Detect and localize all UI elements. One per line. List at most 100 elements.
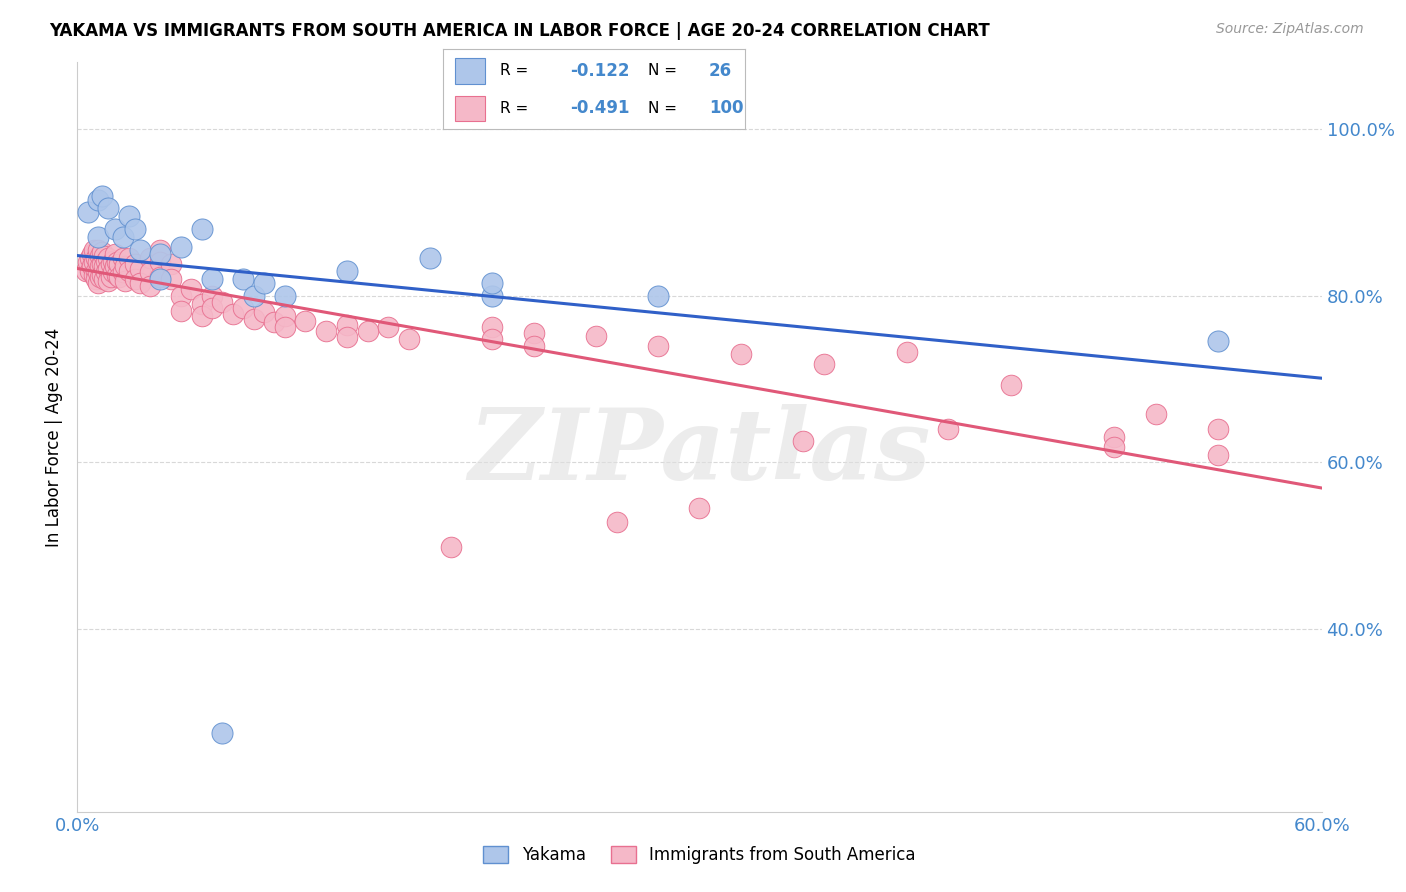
Point [76, 205, 98, 219]
Point [936, 422, 959, 436]
Point [96, 265, 118, 279]
Point [89, 249, 111, 263]
Point [76, 255, 98, 269]
Point [149, 272, 172, 286]
Point [149, 243, 172, 257]
Point [606, 515, 628, 529]
Bar [456, 58, 485, 84]
Point [253, 305, 276, 319]
Point [377, 320, 399, 334]
Point [190, 310, 214, 324]
Text: 26: 26 [709, 62, 733, 79]
Point [80, 247, 103, 261]
Point [419, 251, 441, 265]
Point [101, 265, 124, 279]
Point [253, 276, 276, 290]
Point [84, 263, 107, 277]
Point [439, 540, 461, 554]
Bar [456, 95, 485, 121]
Point [336, 330, 359, 344]
Point [91, 257, 114, 271]
Text: Source: ZipAtlas.com: Source: ZipAtlas.com [1216, 22, 1364, 37]
Point [242, 311, 264, 326]
Point [79, 263, 101, 277]
Point [107, 257, 129, 271]
Point [201, 288, 224, 302]
Point [149, 255, 172, 269]
Point [222, 307, 245, 321]
Point [124, 222, 146, 236]
Text: R =: R = [501, 101, 529, 116]
Point [647, 288, 669, 302]
Point [83, 255, 105, 269]
Point [1206, 449, 1229, 463]
Point [211, 725, 233, 739]
Point [647, 338, 669, 352]
Point [689, 500, 711, 515]
Point [114, 274, 136, 288]
Point [118, 251, 141, 265]
Point [104, 247, 127, 261]
Point [107, 270, 129, 285]
Point [87, 265, 110, 279]
Point [170, 288, 193, 302]
Point [97, 251, 120, 265]
Text: R =: R = [501, 63, 529, 78]
Point [89, 270, 111, 285]
Point [232, 272, 254, 286]
Text: YAKAMA VS IMMIGRANTS FROM SOUTH AMERICA IN LABOR FORCE | AGE 20-24 CORRELATION C: YAKAMA VS IMMIGRANTS FROM SOUTH AMERICA … [49, 22, 990, 40]
Point [180, 282, 202, 296]
Point [190, 297, 214, 311]
Point [357, 324, 380, 338]
Point [97, 261, 120, 276]
Point [139, 278, 162, 293]
Point [730, 347, 752, 361]
Text: ZIPatlas: ZIPatlas [468, 404, 931, 500]
Point [89, 260, 111, 274]
Point [104, 260, 127, 274]
Point [84, 251, 107, 265]
Point [79, 251, 101, 265]
Point [96, 253, 118, 268]
Text: -0.122: -0.122 [569, 62, 630, 79]
Point [273, 310, 295, 324]
Point [75, 263, 97, 277]
Point [201, 272, 224, 286]
Point [523, 326, 546, 340]
Point [105, 255, 128, 269]
Point [139, 265, 162, 279]
Point [91, 268, 114, 282]
Point [242, 288, 264, 302]
Point [190, 222, 214, 236]
Point [80, 260, 103, 274]
Point [273, 288, 295, 302]
Point [1144, 407, 1167, 421]
Point [87, 255, 110, 269]
Point [139, 251, 162, 265]
Text: N =: N = [648, 101, 678, 116]
Point [87, 193, 110, 207]
Point [523, 338, 546, 352]
Point [124, 257, 146, 271]
Point [149, 247, 172, 261]
Point [1102, 440, 1125, 454]
Point [792, 434, 814, 449]
Point [170, 240, 193, 254]
Point [84, 272, 107, 286]
Point [111, 265, 134, 279]
Point [83, 268, 105, 282]
Point [336, 318, 359, 332]
Point [201, 301, 224, 315]
Point [101, 253, 124, 268]
Point [1206, 422, 1229, 436]
Point [97, 274, 120, 288]
Point [118, 263, 141, 277]
Point [124, 272, 146, 286]
Point [100, 270, 122, 285]
Point [118, 210, 141, 224]
Point [87, 243, 110, 257]
Point [91, 245, 114, 260]
Point [315, 324, 337, 338]
Y-axis label: In Labor Force | Age 20-24: In Labor Force | Age 20-24 [45, 327, 63, 547]
Point [159, 272, 181, 286]
